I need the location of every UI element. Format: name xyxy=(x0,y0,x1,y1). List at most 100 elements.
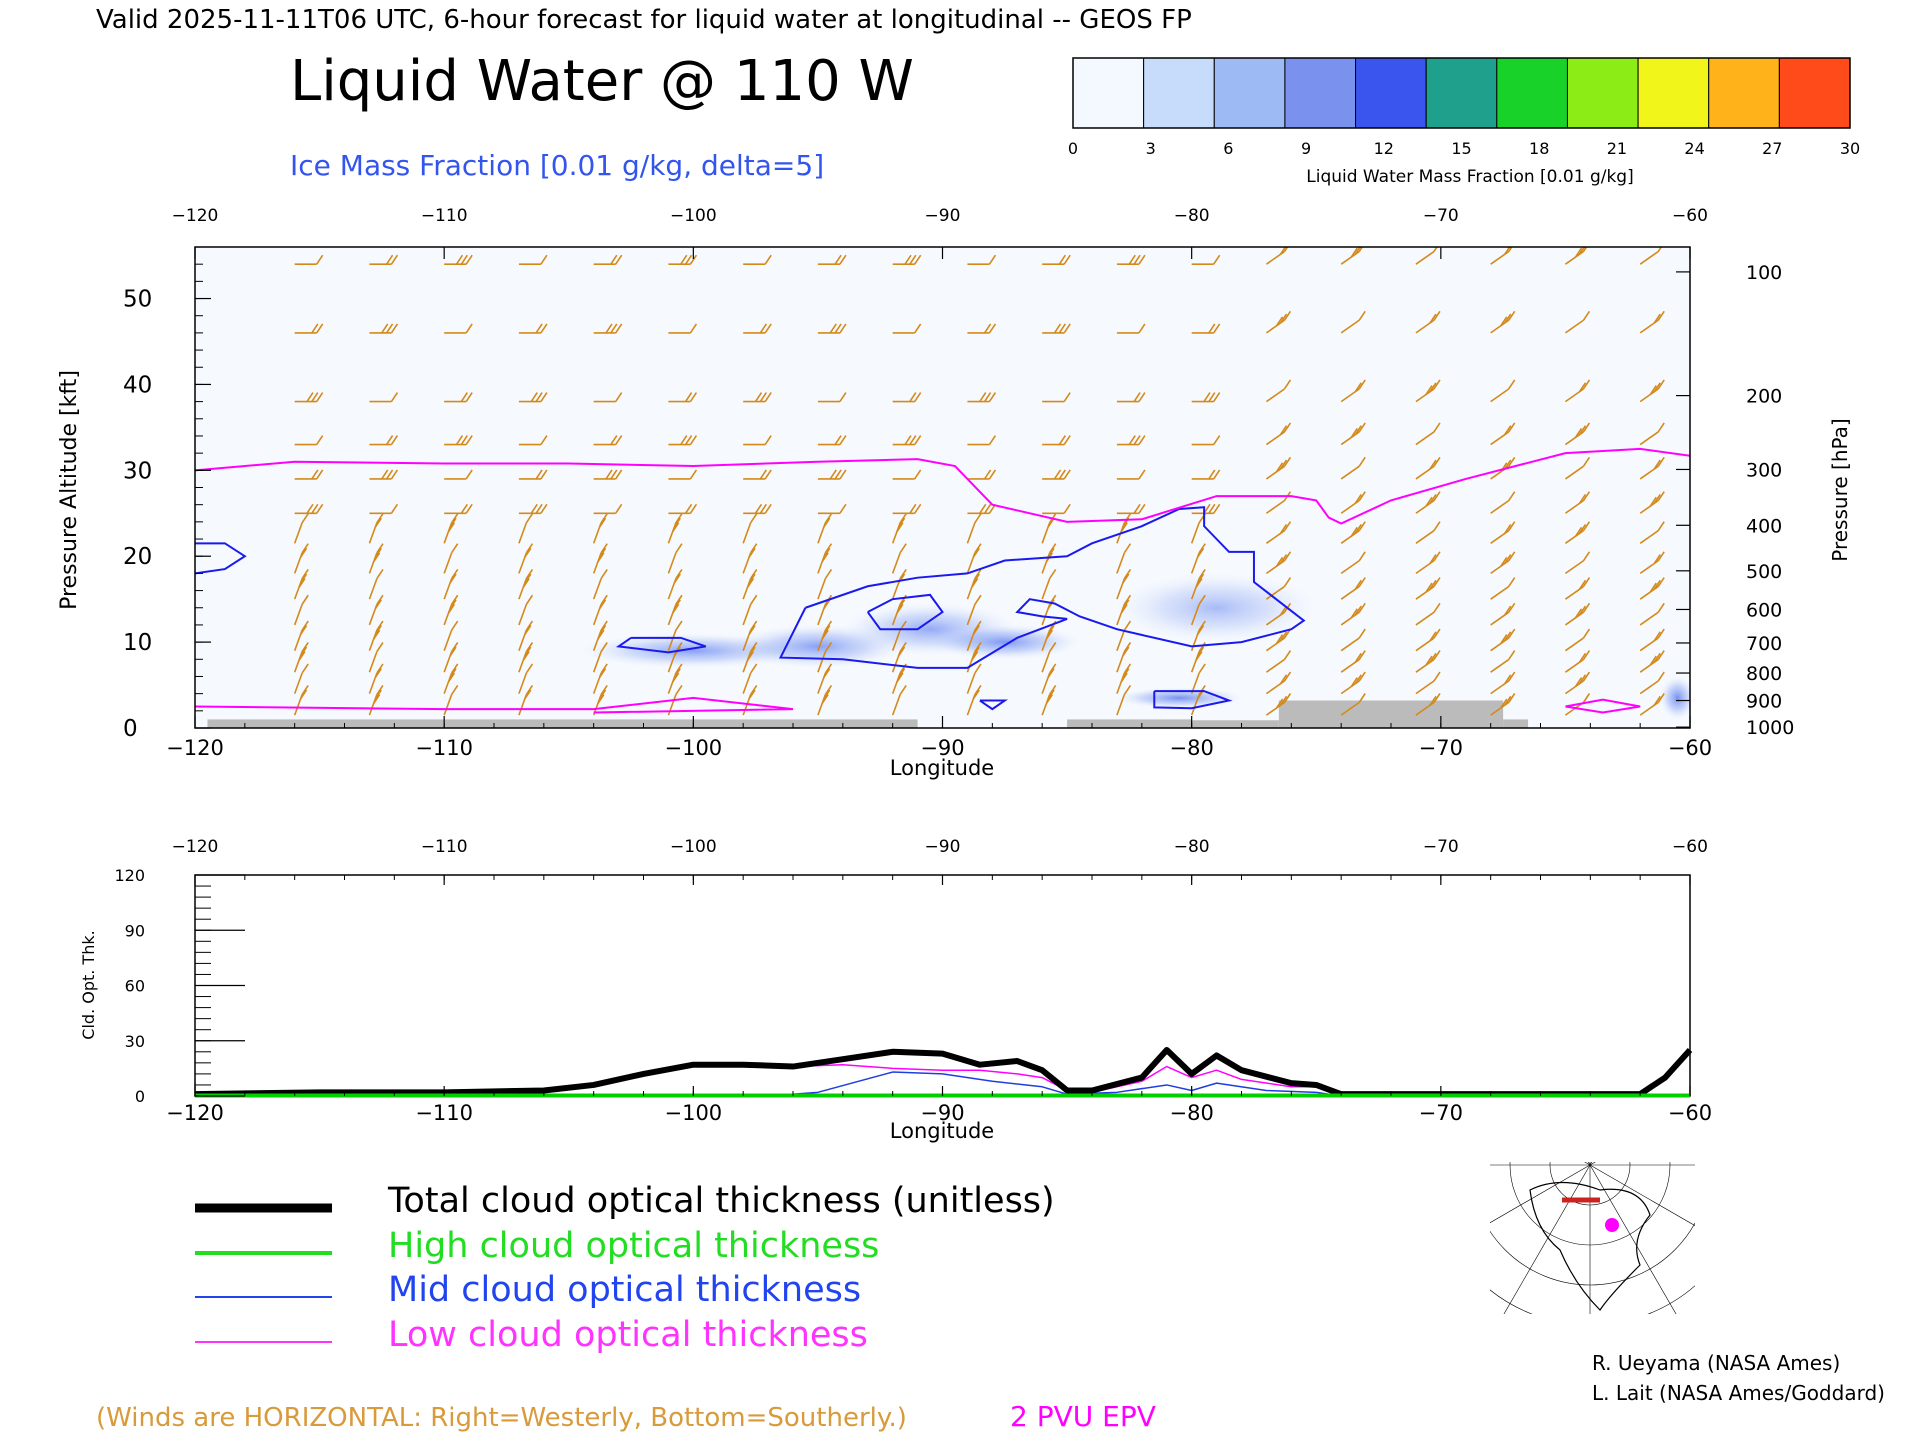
plot-frame xyxy=(194,874,1691,1097)
wind-barb xyxy=(743,435,772,446)
wind-barb-flag xyxy=(1354,493,1362,504)
wind-barb-flag xyxy=(1433,379,1441,390)
wind-barb-flag xyxy=(1283,577,1292,587)
wind-barb-shaft xyxy=(1265,388,1285,403)
wind-barb xyxy=(742,642,758,673)
wind-barb xyxy=(966,620,982,651)
wind-barb-flag xyxy=(974,642,982,652)
wind-barb-flag xyxy=(1128,254,1136,265)
wind-barb-flag xyxy=(1433,521,1441,532)
wind-barb-shaft xyxy=(1564,637,1584,652)
wind-barb-flag xyxy=(1578,674,1587,685)
wind-barb xyxy=(443,543,459,574)
wind-barb-shaft xyxy=(443,694,453,716)
wind-barb-flag xyxy=(839,254,847,265)
wind-barb xyxy=(1564,671,1591,695)
wind-barb xyxy=(1116,569,1132,600)
wind-barb xyxy=(293,663,309,694)
wind-barb-flag xyxy=(823,547,831,558)
y-tick-label: 40 xyxy=(123,372,152,398)
wind-barb xyxy=(1116,503,1146,515)
wind-barb xyxy=(1639,456,1665,480)
wind-barb-flag xyxy=(673,599,681,610)
pressure-tick-label: 400 xyxy=(1746,515,1782,537)
wind-barb-flag xyxy=(1133,254,1141,265)
wind-barb-shaft xyxy=(891,694,901,716)
wind-barb-flag xyxy=(748,573,756,584)
wind-barb-flag xyxy=(1058,254,1066,265)
wind-barb-flag xyxy=(376,594,384,605)
wind-barb-flag xyxy=(451,620,459,631)
wind-barb-flag xyxy=(1657,521,1665,532)
wind-barb-flag xyxy=(1049,569,1057,579)
wind-barb xyxy=(1490,693,1516,716)
wind-barb-flag xyxy=(824,684,833,695)
wind-barb-flag xyxy=(372,552,381,563)
wind-barb-flag xyxy=(598,599,607,610)
wind-barb xyxy=(1042,469,1071,480)
wind-barb xyxy=(742,543,758,574)
pressure-tick-label: 500 xyxy=(1746,561,1782,583)
wind-barb xyxy=(518,543,534,574)
wind-barb xyxy=(1639,650,1665,673)
colorbar-tick-label: 30 xyxy=(1840,139,1860,158)
wind-barb-flag xyxy=(1433,650,1441,660)
wind-barb xyxy=(1265,577,1292,600)
wind-barb xyxy=(817,543,833,574)
wind-barb-flag xyxy=(750,620,758,631)
map-location-dot xyxy=(1605,1218,1619,1232)
wind-barb-flag xyxy=(610,435,618,445)
x-tick-label-top: −80 xyxy=(1174,206,1210,226)
wind-barb-flag xyxy=(540,392,548,403)
wind-barb-shaft xyxy=(1116,694,1126,716)
wind-barb-flag xyxy=(909,503,917,514)
wind-barb xyxy=(1415,551,1441,575)
wind-barb-flag xyxy=(465,469,473,480)
wind-barb xyxy=(1265,671,1292,695)
wind-barb-flag xyxy=(1649,655,1657,666)
wind-barb-flag xyxy=(821,694,829,704)
wind-barb xyxy=(743,254,772,265)
wind-barb-flag xyxy=(1196,547,1205,558)
colorbar-cell xyxy=(1072,57,1145,129)
wind-barb-shaft xyxy=(1564,465,1584,480)
wind-barb-flag xyxy=(451,569,459,579)
wind-barb-flag xyxy=(451,642,459,652)
wind-barb-flag xyxy=(1198,642,1206,652)
liquid-water-patch xyxy=(1660,676,1690,720)
wind-barb-flag xyxy=(746,651,755,662)
wind-barb-flag xyxy=(524,689,532,700)
wind-barb-flag xyxy=(839,435,847,445)
wind-barb-shaft xyxy=(1265,658,1285,673)
wind-barb-flag xyxy=(1138,254,1146,265)
wind-barb-flag xyxy=(1354,247,1362,255)
wind-barb xyxy=(518,323,548,334)
wind-barb-flag xyxy=(1508,551,1516,562)
wind-barb-flag xyxy=(1358,310,1366,321)
wind-barb xyxy=(592,569,608,600)
wind-barb xyxy=(294,323,324,334)
wind-barb-flag xyxy=(689,503,698,514)
wind-barb xyxy=(1340,551,1366,575)
wind-barb-flag xyxy=(1578,652,1587,663)
y-tick-label: 20 xyxy=(123,544,152,570)
wind-barb-flag xyxy=(1354,605,1362,616)
credit-1: R. Ueyama (NASA Ames) xyxy=(1592,1351,1840,1375)
wind-barb-flag xyxy=(610,323,618,334)
wind-barb xyxy=(294,469,324,480)
wind-barb-flag xyxy=(988,323,997,334)
wind-barb-shaft xyxy=(1490,388,1510,403)
x-tick-label-top: −70 xyxy=(1423,206,1459,226)
x-tick-label-top: −60 xyxy=(1672,206,1708,226)
wind-barb-flag xyxy=(1578,493,1587,504)
wind-barb-flag xyxy=(1433,602,1441,613)
wind-barb xyxy=(891,543,907,574)
wind-barb-flag xyxy=(824,543,833,554)
wind-barb-flag xyxy=(1574,677,1583,688)
wind-barb xyxy=(368,663,384,694)
wind-barb-flag xyxy=(465,435,473,445)
wind-barb-flag xyxy=(1582,422,1591,433)
wind-barb-flag xyxy=(316,469,324,480)
wind-barb-flag xyxy=(1198,663,1206,674)
wind-barb-shaft xyxy=(742,603,752,626)
